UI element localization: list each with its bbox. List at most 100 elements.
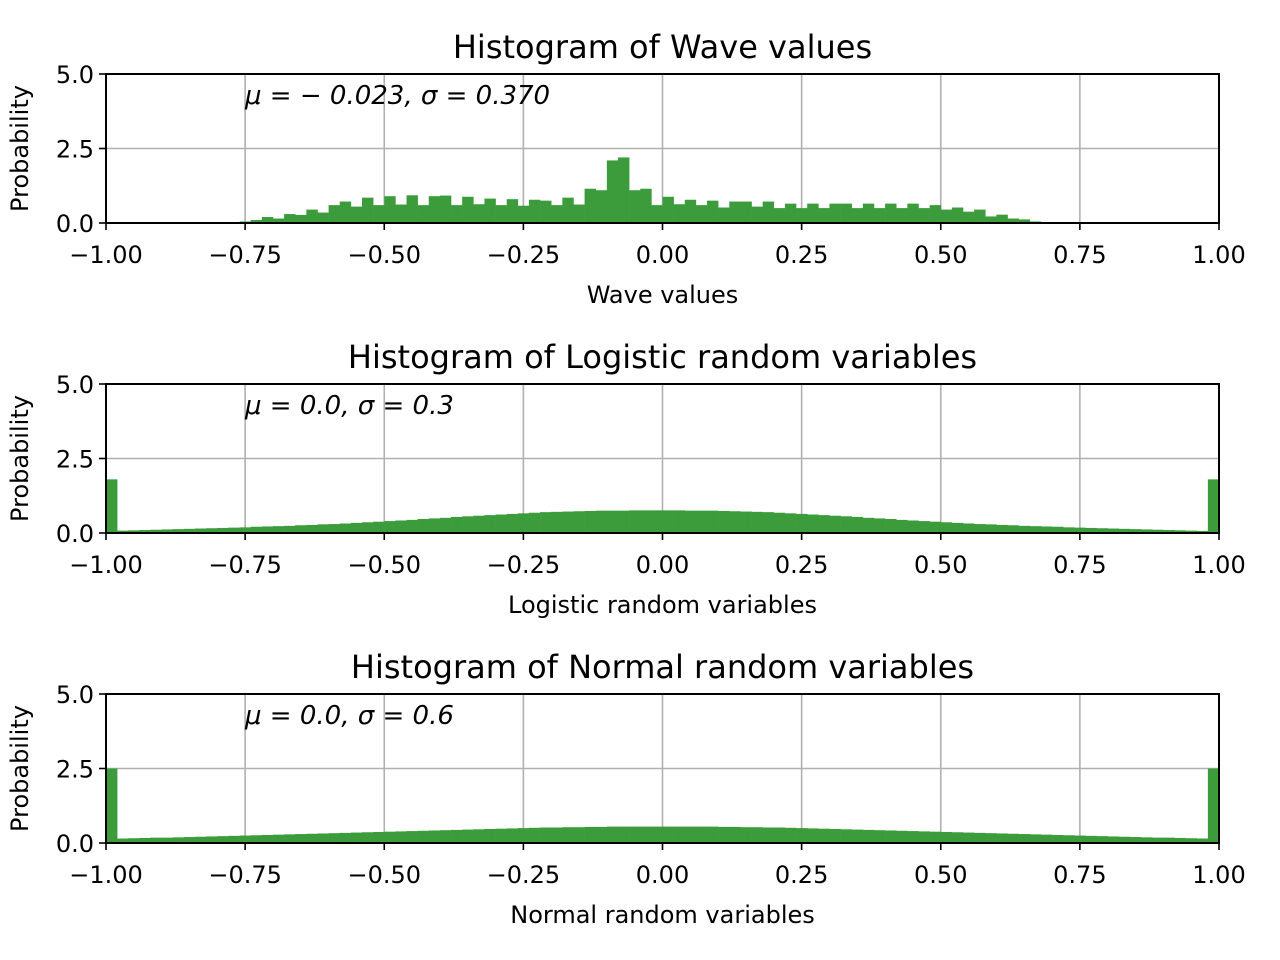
histogram-bar (707, 826, 719, 843)
histogram-bar (807, 828, 819, 843)
histogram-bar (851, 208, 864, 223)
histogram-bar (250, 835, 263, 843)
histogram-bar (662, 826, 674, 843)
stats-annotation: μ = − 0.023, σ = 0.370 (244, 81, 550, 111)
histogram-bar (228, 527, 240, 533)
y-tick-label: 2.5 (56, 446, 94, 474)
histogram-bar (907, 520, 919, 533)
stats-annotation: μ = 0.0, σ = 0.6 (244, 701, 454, 731)
histogram-bar (284, 214, 296, 223)
histogram-bar (1074, 527, 1086, 533)
histogram-bar (1085, 835, 1097, 843)
chart-panel-3: Histogram of Normal random variables −1.0… (6, 648, 1246, 929)
y-tick-label: 5.0 (56, 61, 94, 89)
histogram-bar (428, 518, 441, 533)
histogram-bar (885, 203, 897, 223)
histogram-bar (951, 832, 964, 843)
x-tick-label: 0.00 (636, 241, 689, 269)
histogram-bar (796, 208, 808, 223)
histogram-bar (818, 828, 830, 843)
histogram-bar (617, 157, 630, 223)
y-axis-label: Probability (6, 705, 34, 832)
histogram-bar (729, 826, 741, 843)
x-tick-label: −0.25 (487, 551, 561, 579)
histogram-bar (751, 511, 763, 533)
histogram-bar (495, 205, 507, 223)
y-tick-label: 5.0 (56, 371, 94, 399)
histogram-bar (384, 196, 396, 223)
histogram-bar (350, 832, 363, 843)
y-axis-label: Probability (6, 395, 34, 522)
y-tick-label: 0.0 (56, 830, 94, 858)
histogram-bar (829, 828, 841, 843)
y-tick-label: 2.5 (56, 136, 94, 164)
histogram-bar (272, 834, 285, 843)
histogram-bar (462, 196, 474, 223)
histogram-bar (551, 205, 563, 223)
chart-title: Histogram of Normal random variables (351, 648, 974, 686)
histogram-bar (695, 826, 708, 843)
x-tick-label: 1.00 (1192, 241, 1245, 269)
histogram-bar (918, 831, 930, 843)
histogram-bar (517, 513, 530, 533)
histogram-bar (139, 530, 151, 533)
histogram-bar (462, 829, 474, 843)
histogram-bar (707, 510, 719, 533)
histogram-bar (907, 831, 919, 843)
histogram-bar (629, 510, 641, 533)
histogram-bar (784, 513, 797, 533)
histogram-bar (1096, 528, 1108, 533)
histogram-bar (695, 205, 708, 223)
histogram-bar (873, 830, 886, 843)
histogram-bar (784, 203, 797, 223)
chart-panel-1: Histogram of Wave values −1.00 −0.75 −0.50 −… (6, 28, 1246, 309)
histogram-bar (217, 836, 229, 843)
chart-panel-2: Histogram of Logistic random variables −1… (6, 338, 1246, 619)
histogram-bar (128, 838, 140, 843)
histogram-bar (617, 510, 630, 533)
histogram-bar (317, 833, 329, 843)
histogram-bar (929, 831, 942, 843)
histogram-bar (172, 837, 185, 843)
x-tick-label: 0.75 (1053, 241, 1106, 269)
histogram-bar (406, 195, 418, 223)
histogram-bar (350, 522, 363, 533)
histogram-bar (261, 834, 274, 843)
histogram-bar (1174, 530, 1186, 533)
histogram-bar (339, 832, 352, 843)
x-tick-label: −1.00 (69, 241, 143, 269)
histogram-bar (128, 530, 140, 533)
histogram-bar (339, 201, 352, 223)
histogram-bar (1018, 834, 1031, 843)
stats-annotation: μ = 0.0, σ = 0.3 (244, 391, 454, 421)
histogram-bar (996, 214, 1008, 223)
histogram-bar (773, 512, 786, 533)
histogram-bar (1029, 526, 1042, 533)
histogram-bar (1018, 525, 1031, 533)
histogram-bar (963, 211, 975, 223)
histogram-bar (172, 529, 185, 533)
histogram-bar (462, 516, 474, 533)
histogram-bar (317, 212, 329, 223)
histogram-bar (306, 833, 318, 843)
histogram-bar (829, 515, 841, 533)
histogram-bar (907, 203, 919, 223)
histogram-bar (974, 209, 986, 223)
histogram-bar (773, 827, 786, 843)
histogram-bar (617, 826, 630, 843)
histogram-bar (1007, 525, 1019, 533)
histogram-bar (684, 826, 697, 843)
histogram-bar (384, 831, 396, 843)
histogram-bar (295, 834, 307, 843)
histogram-bar (718, 510, 730, 533)
histogram-bar (707, 200, 719, 223)
histogram-bar (562, 197, 574, 223)
histogram-bar (1152, 837, 1164, 843)
histogram-bar (395, 204, 407, 223)
histogram-bar (540, 200, 552, 223)
x-tick-label: −1.00 (69, 551, 143, 579)
histogram-bar (1063, 835, 1075, 843)
histogram-bar (339, 523, 352, 533)
histogram-bar (1196, 530, 1209, 533)
histogram-bar (517, 828, 530, 843)
